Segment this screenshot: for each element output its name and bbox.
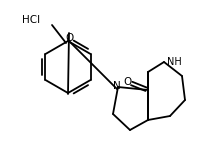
Text: NH: NH [167, 57, 182, 67]
Text: N: N [113, 81, 121, 91]
Text: O: O [65, 33, 73, 43]
Text: HCl: HCl [22, 15, 40, 25]
Text: O: O [124, 77, 132, 87]
